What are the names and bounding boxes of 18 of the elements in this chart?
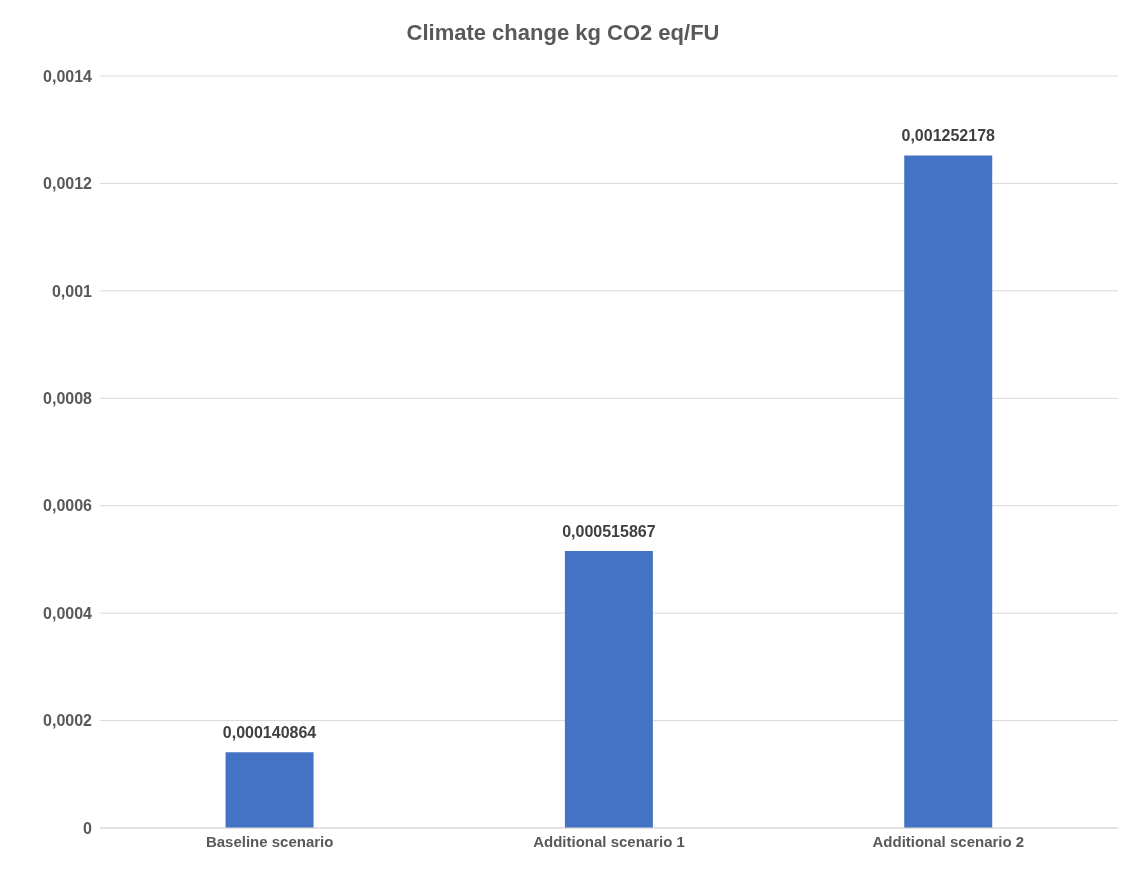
bar [904,155,993,828]
y-tick-label: 0,0012 [43,175,93,193]
y-tick-label: 0,0002 [43,712,93,730]
y-tick-label: 0,0004 [43,604,93,622]
y-tick-label: 0 [83,819,93,837]
data-label: 0,000515867 [562,522,656,540]
chart-title: Climate change kg CO2 eq/FU [405,19,721,47]
y-tick-label: 0,0008 [43,389,93,407]
y-tick-label: 0,0006 [43,497,93,515]
x-tick-label: Additional scenario 1 [533,832,685,850]
data-label: 0,000140864 [222,724,317,742]
y-tick-label: 0,001 [51,282,93,300]
bar [564,550,653,828]
x-tick-label: Baseline scenario [205,832,334,850]
y-tick-label: 0,0014 [43,67,93,85]
bar [225,752,314,828]
data-label: 0,001252178 [901,127,996,145]
x-tick-label: Additional scenario 2 [872,832,1025,850]
